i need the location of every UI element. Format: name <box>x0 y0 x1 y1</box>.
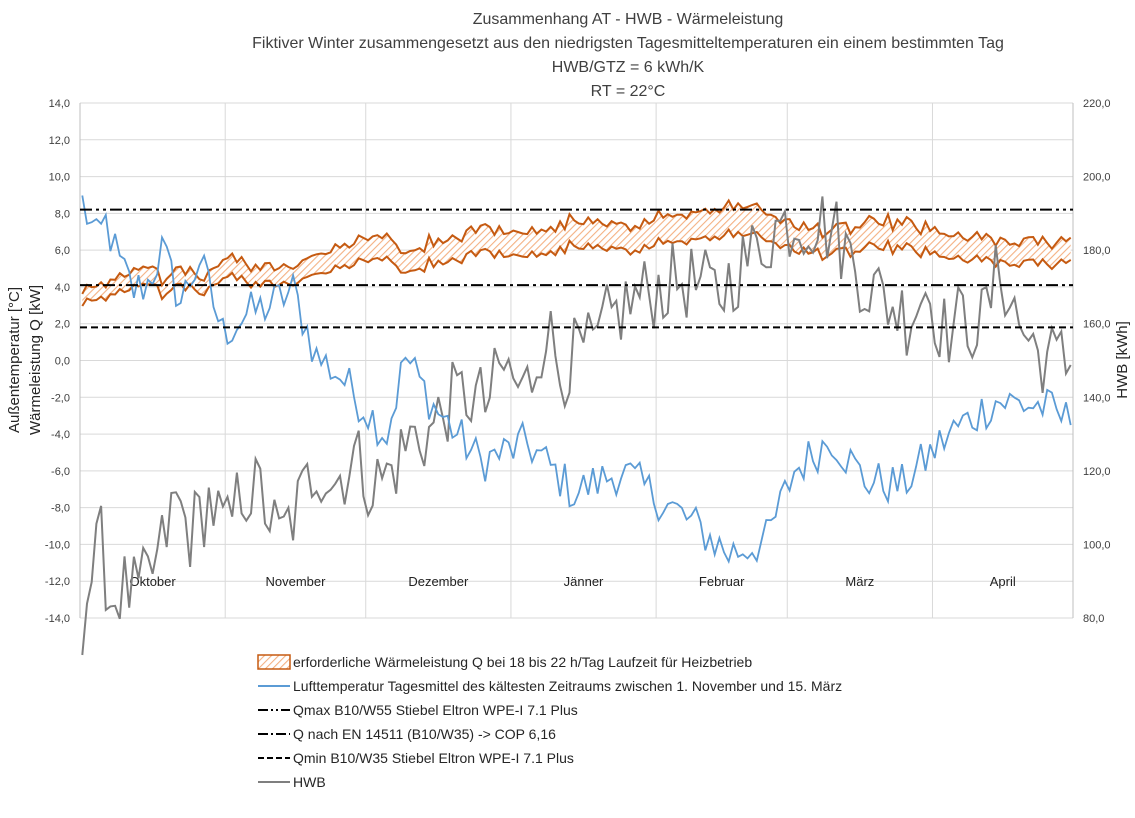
temperature-series <box>81 195 1072 565</box>
y-right-tick-label: 140,0 <box>1083 392 1111 404</box>
y-right-tick-label: 80,0 <box>1083 613 1104 625</box>
y-left-tick-label: 6,0 <box>55 245 70 257</box>
y-right-tick-label: 200,0 <box>1083 172 1111 184</box>
y-right-tick-label: 100,0 <box>1083 539 1111 551</box>
y-left-tick-label: -8,0 <box>51 503 70 515</box>
chart-title-line-4: RT = 22°C <box>591 83 666 100</box>
heat-demand-band-upper <box>81 198 1072 295</box>
month-label: Februar <box>699 574 745 589</box>
y-right-tick-label: 120,0 <box>1083 466 1111 478</box>
legend-item-q14511: Q nach EN 14511 (B10/W35) -> COP 6,16 <box>258 726 556 742</box>
y-right-axis-title: HWB [kWh] <box>1114 321 1131 399</box>
y-left-tick-label: 12,0 <box>49 135 70 147</box>
y-left-tick-label: -14,0 <box>45 613 70 625</box>
y-left-tick-label: -10,0 <box>45 539 70 551</box>
month-label: März <box>845 574 874 589</box>
y-left-axis-title-line-1: Außentemperatur [°C] <box>6 287 23 433</box>
legend-item-band: erforderliche Wärmeleistung Q bei 18 bis… <box>257 654 752 670</box>
hwb-series <box>81 196 1072 656</box>
month-label: November <box>265 574 326 589</box>
legend-swatch-band <box>257 654 291 670</box>
x-axis-month-labels: Oktober November Dezember Jänner Februar März… <box>129 574 1015 589</box>
y-left-tick-label: 8,0 <box>55 208 70 220</box>
month-label: April <box>990 574 1016 589</box>
y-left-tick-label: -2,0 <box>51 392 70 404</box>
legend-label-hwb: HWB <box>293 774 326 790</box>
y-left-axis-title-line-2: Wärmeleistung Q [kW] <box>27 285 44 435</box>
y-left-tick-label: 14,0 <box>49 98 70 110</box>
y-left-axis-ticks: 14,0 12,0 10,0 8,0 6,0 4,0 2,0 0,0 -2,0 -4,0 -6,0 -… <box>45 98 70 625</box>
chart-title-line-2: Fiktiver Winter zusammengesetzt aus den … <box>252 35 1004 52</box>
legend: erforderliche Wärmeleistung Q bei 18 bis… <box>257 654 842 790</box>
y-right-tick-label: 220,0 <box>1083 98 1111 110</box>
month-label: Dezember <box>408 574 469 589</box>
reference-lines <box>80 208 1073 329</box>
heat-demand-band-lower <box>81 227 1072 307</box>
y-left-tick-label: -4,0 <box>51 429 70 441</box>
y-left-tick-label: 4,0 <box>55 282 70 294</box>
y-left-tick-label: 0,0 <box>55 356 70 368</box>
legend-item-qmin: Qmin B10/W35 Stiebel Eltron WPE-I 7.1 Pl… <box>258 750 574 766</box>
legend-label-band: erforderliche Wärmeleistung Q bei 18 bis… <box>293 654 752 670</box>
month-label: Oktober <box>129 574 176 589</box>
y-left-tick-label: -6,0 <box>51 466 70 478</box>
y-left-tick-label: 2,0 <box>55 319 70 331</box>
grid-layer <box>79 102 1074 619</box>
chart-title-line-3: HWB/GTZ = 6 kWh/K <box>552 59 705 76</box>
temperature-line <box>81 195 1072 565</box>
legend-label-temp: Lufttemperatur Tagesmittel des kältesten… <box>293 678 842 694</box>
legend-label-qmin: Qmin B10/W35 Stiebel Eltron WPE-I 7.1 Pl… <box>293 750 574 766</box>
legend-item-qmax: Qmax B10/W55 Stiebel Eltron WPE-I 7.1 Pl… <box>258 702 578 718</box>
y-right-tick-label: 180,0 <box>1083 245 1111 257</box>
y-right-axis-ticks: 220,0 200,0 180,0 160,0 140,0 120,0 100,0 80,0 <box>1083 98 1111 625</box>
y-left-tick-label: 10,0 <box>49 172 70 184</box>
y-left-tick-label: -12,0 <box>45 576 70 588</box>
hwb-line <box>81 196 1072 656</box>
heat-demand-band-series <box>81 198 1072 307</box>
legend-item-temp: Lufttemperatur Tagesmittel des kältesten… <box>258 678 842 694</box>
legend-item-hwb: HWB <box>258 774 326 790</box>
month-label: Jänner <box>564 574 604 589</box>
legend-label-q14511: Q nach EN 14511 (B10/W35) -> COP 6,16 <box>293 726 556 742</box>
y-right-tick-label: 160,0 <box>1083 319 1111 331</box>
chart-title-line-1: Zusammenhang AT - HWB - Wärmeleistung <box>473 11 784 28</box>
legend-label-qmax: Qmax B10/W55 Stiebel Eltron WPE-I 7.1 Pl… <box>293 702 578 718</box>
